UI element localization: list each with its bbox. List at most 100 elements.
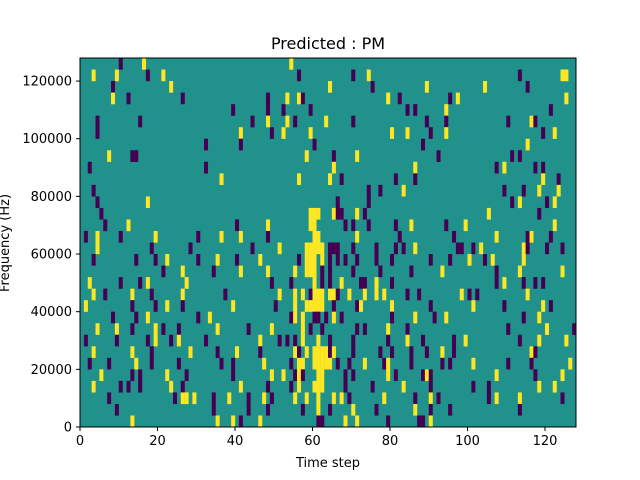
heatmap-cell (351, 403, 356, 416)
heatmap-cell (149, 242, 154, 255)
heatmap-cell (312, 207, 317, 220)
heatmap-cell (537, 334, 542, 347)
heatmap-cell (231, 104, 236, 116)
heatmap-cell (281, 369, 286, 382)
heatmap-cell (293, 334, 298, 347)
heatmap-cell (99, 207, 104, 220)
heatmap-cell (114, 334, 119, 347)
heatmap-cell (250, 115, 255, 128)
heatmap-cell (235, 219, 240, 232)
heatmap-cell (312, 288, 317, 301)
heatmap-cell (517, 403, 522, 416)
heatmap-cell (107, 392, 112, 405)
heatmap-cell (180, 392, 185, 405)
heatmap-cell (560, 69, 565, 82)
heatmap-cell (293, 115, 298, 128)
heatmap-cell (397, 92, 402, 105)
heatmap-cell (161, 265, 166, 278)
heatmap-cell (134, 150, 139, 162)
heatmap-cell (428, 415, 433, 427)
heatmap-cell (339, 311, 344, 324)
heatmap-cell (285, 92, 290, 105)
heatmap-cell (173, 392, 178, 405)
heatmap-cell (343, 254, 348, 266)
heatmap-cell (576, 243, 580, 255)
heatmap-cell (525, 230, 530, 243)
heatmap-cell (308, 323, 313, 335)
x-axis-label: Time step (295, 456, 360, 471)
heatmap-cell (316, 288, 321, 301)
heatmap-cell (335, 196, 340, 209)
heatmap-cell (448, 92, 453, 105)
heatmap-cell (293, 300, 298, 312)
heatmap-cell (246, 403, 251, 416)
heatmap-cell (138, 277, 143, 289)
heatmap-cell (494, 392, 499, 405)
heatmap-cell (548, 230, 553, 243)
heatmap-cell (328, 288, 333, 301)
heatmap-cell (390, 277, 395, 289)
heatmap-cell (521, 254, 526, 266)
heatmap-cell (320, 300, 325, 312)
heatmap-cell (91, 380, 96, 393)
heatmap-cell (541, 173, 546, 185)
heatmap-cell (215, 254, 220, 266)
heatmap-cell (436, 392, 441, 405)
heatmap-cell (424, 81, 429, 93)
heatmap-cell (328, 254, 333, 266)
heatmap-cell (285, 115, 290, 128)
heatmap-cell (564, 334, 569, 347)
heatmap-cell (393, 173, 398, 185)
heatmap-cell (552, 380, 557, 393)
heatmap-cell (149, 288, 154, 301)
heatmap-cell (289, 277, 294, 289)
heatmap-cell (370, 81, 375, 93)
heatmap-cell (95, 115, 100, 128)
heatmap-cell (537, 207, 542, 220)
heatmap-cell (266, 380, 271, 393)
heatmap-cell (118, 58, 123, 70)
heatmap-cell (118, 380, 123, 393)
heatmap-cell (401, 184, 406, 197)
heatmap-cell (331, 207, 336, 220)
heatmap-cell (266, 115, 271, 128)
heatmap-cell (386, 92, 391, 105)
heatmap-cell (289, 380, 294, 393)
heatmap-cell (281, 127, 286, 139)
heatmap-cell (215, 346, 220, 358)
heatmap-cell (331, 346, 336, 358)
heatmap-cell (145, 334, 150, 347)
heatmap-cell (176, 357, 181, 370)
heatmap-cell (289, 357, 294, 370)
heatmap-cell (219, 230, 224, 243)
heatmap-cell (320, 254, 325, 266)
heatmap-cell (130, 300, 135, 312)
heatmap-cell (184, 369, 189, 382)
heatmap-cell (428, 403, 433, 416)
heatmap-cell (421, 369, 426, 382)
heatmap-cell (428, 369, 433, 382)
heatmap-cell (308, 104, 313, 116)
heatmap-cell (269, 323, 274, 335)
heatmap-cell (548, 104, 553, 116)
heatmap-cell (153, 230, 158, 243)
heatmap-cell (393, 242, 398, 255)
heatmap-cell (235, 346, 240, 358)
heatmap-cell (525, 138, 530, 151)
heatmap-cell (409, 346, 414, 358)
heatmap-cell (576, 346, 580, 358)
heatmap-cell (564, 69, 569, 82)
y-tick-label: 120000 (22, 75, 72, 90)
heatmap-cell (424, 346, 429, 358)
heatmap-cell (297, 380, 302, 393)
heatmap-cell (304, 265, 309, 278)
heatmap-cell (397, 230, 402, 243)
heatmap-cell (413, 403, 418, 416)
heatmap-cell (312, 357, 317, 370)
heatmap-cell (246, 392, 251, 405)
heatmap-cell (452, 334, 457, 347)
heatmap-cell (114, 69, 119, 82)
heatmap-cell (335, 288, 340, 301)
heatmap-cell (347, 357, 352, 370)
heatmap-cell (502, 300, 507, 312)
